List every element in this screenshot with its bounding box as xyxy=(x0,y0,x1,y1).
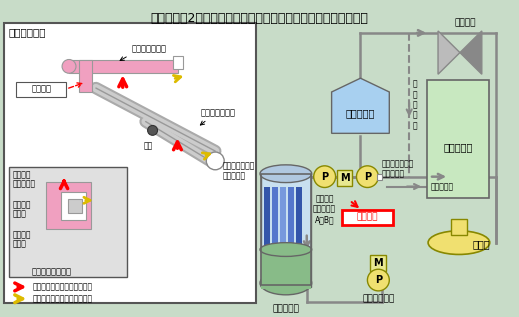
Text: P: P xyxy=(364,172,371,182)
Circle shape xyxy=(62,60,76,73)
Text: M: M xyxy=(340,173,349,183)
Bar xyxy=(173,55,183,69)
Circle shape xyxy=(357,166,378,187)
Text: 伊方発電所2号機　タービン動補助給水ポンプまわり概略系統図: 伊方発電所2号機 タービン動補助給水ポンプまわり概略系統図 xyxy=(150,12,368,25)
Bar xyxy=(371,256,386,271)
Text: トリップ機構: トリップ機構 xyxy=(8,27,46,37)
Text: M: M xyxy=(374,258,383,268)
Text: 【ラッチ部拡大】: 【ラッチ部拡大】 xyxy=(31,267,71,276)
Ellipse shape xyxy=(260,243,312,256)
Text: レバー: レバー xyxy=(12,240,26,249)
Bar xyxy=(280,186,286,275)
Bar xyxy=(272,186,278,275)
Bar xyxy=(9,167,127,277)
Bar xyxy=(377,174,383,180)
Circle shape xyxy=(147,126,158,135)
Bar xyxy=(288,186,294,275)
Bar xyxy=(68,199,82,213)
Text: タービン: タービン xyxy=(454,18,475,27)
Text: ラッチ部: ラッチ部 xyxy=(12,171,31,180)
Text: 当該箇所: 当該箇所 xyxy=(357,212,378,222)
Bar xyxy=(296,186,302,275)
Text: 主給水ポンプ: 主給水ポンプ xyxy=(362,294,394,303)
Ellipse shape xyxy=(260,165,312,183)
Polygon shape xyxy=(438,31,460,74)
Text: 支点: 支点 xyxy=(144,141,153,150)
Text: リセット: リセット xyxy=(12,231,31,240)
Ellipse shape xyxy=(260,271,312,295)
Text: トリップ: トリップ xyxy=(12,200,31,209)
Bar xyxy=(337,170,352,185)
Text: トリップレバー: トリップレバー xyxy=(131,45,166,54)
Text: P: P xyxy=(321,172,328,182)
Text: リセットレバー: リセットレバー xyxy=(201,109,236,118)
Text: 復　水　器: 復 水 器 xyxy=(443,142,473,152)
Text: タービン動補助
給水ポンプ: タービン動補助 給水ポンプ xyxy=(381,159,414,178)
Circle shape xyxy=(206,152,224,170)
Bar xyxy=(79,61,92,92)
Text: （咬合部）: （咬合部） xyxy=(12,180,35,189)
Text: ：作業員が接触した時の動き: ：作業員が接触した時の動き xyxy=(32,294,92,303)
Text: ラッチ部: ラッチ部 xyxy=(31,85,51,94)
Text: レバー: レバー xyxy=(12,209,26,218)
Bar xyxy=(342,210,393,225)
Ellipse shape xyxy=(428,231,490,255)
Polygon shape xyxy=(332,78,389,133)
Bar xyxy=(427,80,489,198)
Bar xyxy=(261,174,311,287)
Bar xyxy=(61,192,86,220)
Circle shape xyxy=(313,166,336,187)
Text: P: P xyxy=(375,275,382,285)
Bar xyxy=(16,82,66,97)
Bar xyxy=(451,219,467,235)
Bar xyxy=(261,249,311,289)
Bar xyxy=(261,174,311,285)
Bar xyxy=(46,182,91,229)
Bar xyxy=(264,186,270,275)
Text: 駆
動
用
蒸
気: 駆 動 用 蒸 気 xyxy=(412,80,417,130)
Bar xyxy=(4,23,256,303)
Text: ：トリップ機構作動時の動き: ：トリップ機構作動時の動き xyxy=(32,282,92,291)
Bar xyxy=(69,61,179,73)
Text: 大気へ放出: 大気へ放出 xyxy=(431,182,454,191)
Text: 脱気器: 脱気器 xyxy=(473,240,490,249)
Circle shape xyxy=(367,269,389,291)
Text: 蒸気発生器: 蒸気発生器 xyxy=(272,305,299,314)
Text: 電動補助
給水ポンプ
A（B）: 電動補助 給水ポンプ A（B） xyxy=(313,194,336,224)
Polygon shape xyxy=(460,31,482,74)
Text: 復水タンク: 復水タンク xyxy=(346,109,375,119)
Text: トリップラッチ
スプリング: トリップラッチ スプリング xyxy=(222,161,255,180)
